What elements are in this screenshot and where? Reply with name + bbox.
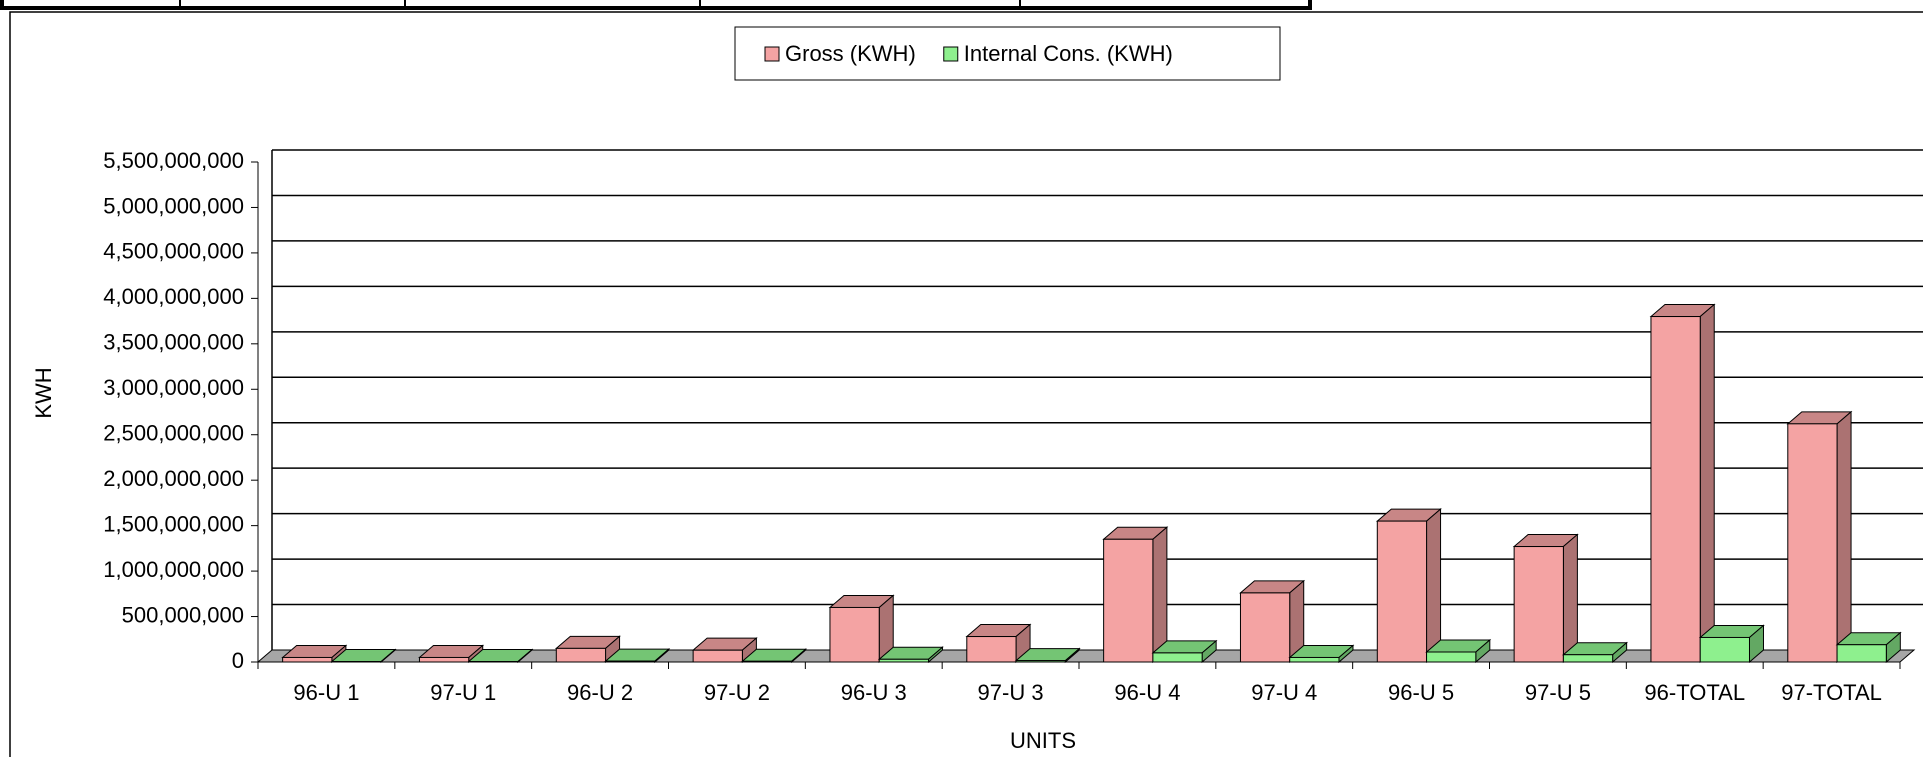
bar (1699, 636, 1750, 663)
legend-swatch (943, 46, 959, 62)
bar (692, 649, 743, 663)
legend-label: Gross (KWH) (785, 41, 916, 66)
y-tick-label: 5,000,000,000 (103, 193, 244, 218)
x-tick-label: 96-U 2 (567, 680, 633, 705)
y-tick-label: 4,500,000,000 (103, 239, 244, 264)
y-tick-label: 0 (232, 648, 244, 673)
x-tick-label: 97-U 4 (1251, 680, 1317, 705)
y-tick-label: 3,500,000,000 (103, 330, 244, 355)
y-tick-label: 1,000,000,000 (103, 557, 244, 582)
bar (1103, 538, 1154, 663)
bar (829, 606, 880, 663)
y-axis-title: KWH (31, 367, 56, 418)
bar (1376, 520, 1428, 663)
x-tick-label: 96-U 1 (293, 680, 359, 705)
bar (878, 658, 929, 663)
y-tick-label: 3,000,000,000 (103, 375, 244, 400)
bar-side (1152, 526, 1168, 664)
bar (1239, 592, 1291, 663)
bar-side (1836, 410, 1852, 664)
y-tick-label: 2,500,000,000 (103, 421, 244, 446)
y-tick-label: 500,000,000 (122, 602, 244, 627)
x-tick-label: 96-U 5 (1388, 680, 1454, 705)
y-tick-label: 5,500,000,000 (103, 148, 244, 173)
bar (1152, 652, 1203, 663)
x-tick-label: 96-TOTAL (1644, 680, 1745, 705)
x-tick-label: 97-U 1 (430, 680, 496, 705)
bar (1015, 660, 1066, 663)
bar (966, 636, 1017, 663)
bar (555, 647, 607, 663)
x-tick-label: 96-U 3 (841, 680, 907, 705)
bar (1562, 654, 1614, 663)
legend-label: Internal Cons. (KWH) (964, 41, 1173, 66)
top-table-strip (0, 0, 1312, 10)
x-tick-label: 97-TOTAL (1781, 680, 1882, 705)
bar (418, 656, 470, 663)
bar-side (1562, 533, 1578, 664)
bar (282, 656, 333, 663)
bar (1650, 316, 1701, 663)
y-tick-label: 4,000,000,000 (103, 284, 244, 309)
chart-border (9, 11, 1923, 757)
bar (1513, 546, 1564, 663)
bar (1289, 656, 1340, 663)
y-tick-label: 1,500,000,000 (103, 511, 244, 536)
bar (605, 660, 656, 663)
bar (1836, 644, 1887, 663)
x-axis-title: UNITS (1010, 728, 1076, 753)
bar-side (1426, 508, 1442, 664)
y-tick-label: 2,000,000,000 (103, 466, 244, 491)
bar (741, 660, 793, 663)
legend-swatch (764, 46, 780, 62)
bar (1426, 651, 1477, 663)
x-tick-label: 96-U 4 (1114, 680, 1180, 705)
x-tick-label: 97-U 5 (1525, 680, 1591, 705)
bar-side (1699, 303, 1715, 664)
x-tick-label: 97-U 2 (704, 680, 770, 705)
legend-box (734, 26, 1281, 81)
bar (1787, 423, 1838, 663)
x-tick-label: 97-U 3 (978, 680, 1044, 705)
